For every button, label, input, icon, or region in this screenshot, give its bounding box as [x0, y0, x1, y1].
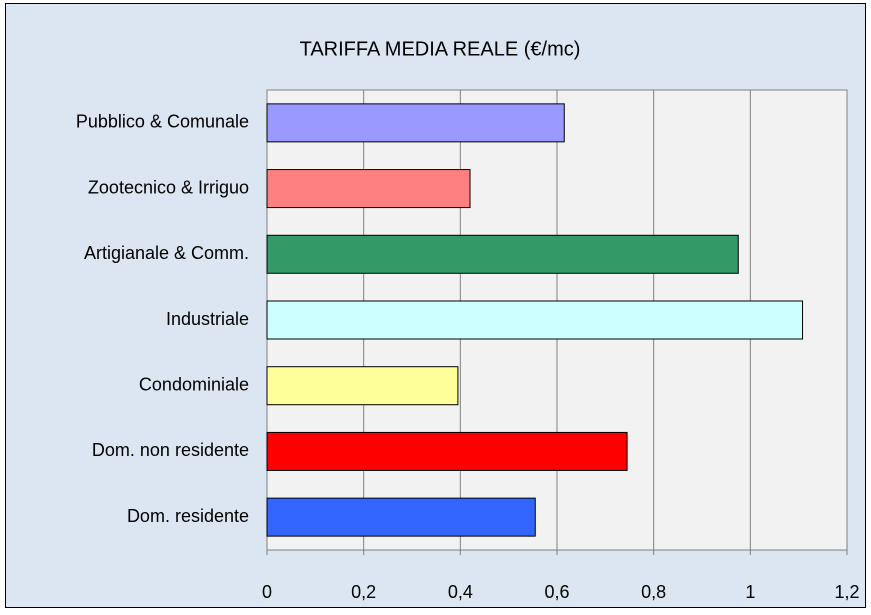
- x-tick-label: 0: [262, 582, 272, 602]
- y-tick-label: Dom. residente: [127, 506, 249, 526]
- y-tick-label: Condominiale: [139, 374, 249, 394]
- x-tick-label: 1: [745, 582, 755, 602]
- bar: [266, 169, 471, 209]
- y-tick-label: Zootecnico & Irriguo: [88, 177, 249, 197]
- bar: [266, 234, 739, 274]
- y-tick-label: Dom. non residente: [92, 440, 249, 460]
- y-tick-label: Industriale: [166, 309, 249, 329]
- y-tick-label: Pubblico & Comunale: [76, 112, 249, 132]
- chart-title: TARIFFA MEDIA REALE (€/mc): [300, 38, 581, 60]
- bar: [266, 431, 628, 471]
- x-tick-label: 0,2: [351, 582, 376, 602]
- x-tick-label: 0,6: [544, 582, 569, 602]
- y-tick-label: Artigianale & Comm.: [84, 243, 249, 263]
- x-tick-label: 0,4: [448, 582, 473, 602]
- x-tick-label: 0,8: [641, 582, 666, 602]
- bar: [266, 103, 565, 143]
- bar: [266, 300, 804, 340]
- x-tick-label: 1,2: [834, 582, 859, 602]
- bar: [266, 366, 459, 406]
- bar: [266, 497, 536, 537]
